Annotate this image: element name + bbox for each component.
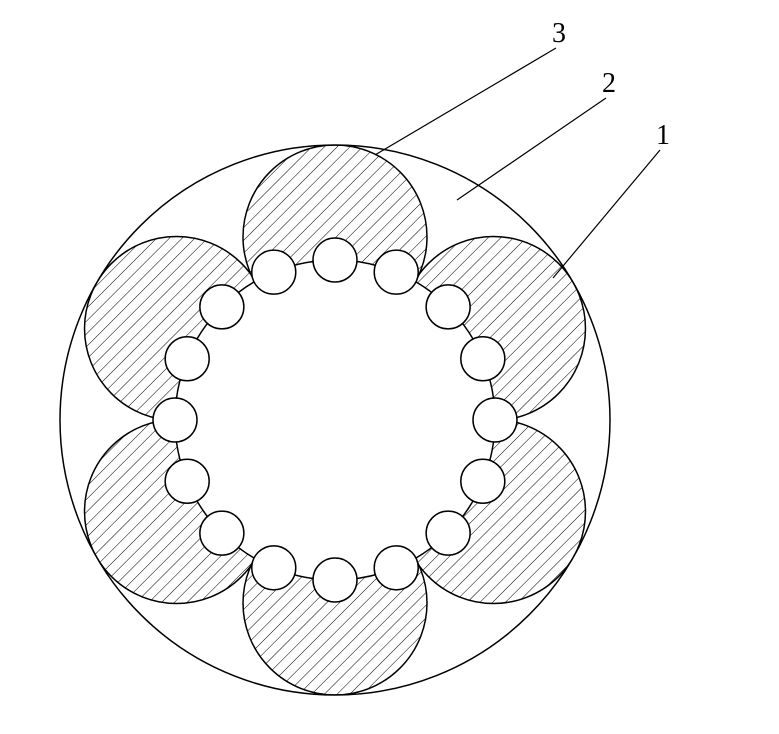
lobe <box>85 237 269 421</box>
small-circle <box>153 398 197 442</box>
small-circle <box>313 558 357 602</box>
small-circle <box>426 511 470 555</box>
small-circle <box>374 546 418 590</box>
small-circle <box>473 398 517 442</box>
small-circle <box>165 459 209 503</box>
small-circle <box>374 250 418 294</box>
small-circle <box>200 285 244 329</box>
small-circle <box>252 250 296 294</box>
leader-line-1 <box>553 150 660 278</box>
small-circle <box>461 459 505 503</box>
lobe <box>243 145 427 329</box>
leader-line-2 <box>457 98 606 200</box>
lobe <box>401 237 585 421</box>
label-2: 2 <box>602 68 616 100</box>
small-circle <box>313 238 357 282</box>
small-circle <box>426 285 470 329</box>
leader-line-3 <box>375 48 556 155</box>
lobe <box>243 511 427 695</box>
lobe <box>85 420 269 604</box>
label-3: 3 <box>552 18 566 50</box>
lobe <box>401 420 585 604</box>
label-1: 1 <box>656 120 670 152</box>
small-circle <box>165 337 209 381</box>
small-circle <box>461 337 505 381</box>
small-circle <box>200 511 244 555</box>
small-circle <box>252 546 296 590</box>
